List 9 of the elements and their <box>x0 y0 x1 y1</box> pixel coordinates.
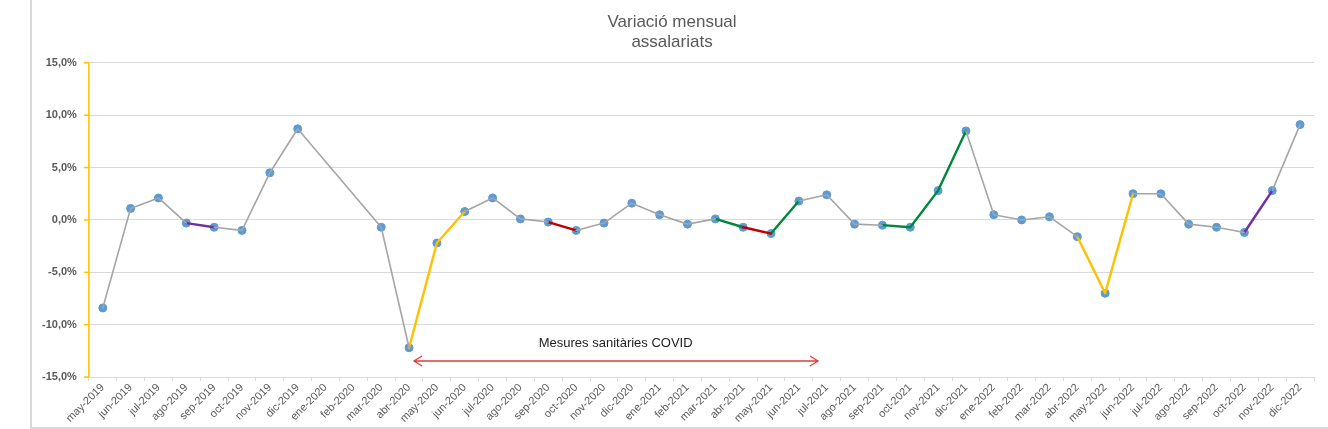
y-tick-label: 5,0% <box>51 160 78 173</box>
chart-title: Variació mensual assalariats <box>607 11 737 52</box>
annotation: Mesures sanitàries COVID <box>538 334 693 350</box>
y-tick-label: -5,0% <box>48 265 78 278</box>
y-tick-label: 15,0% <box>45 55 78 68</box>
y-tick-label: -10,0% <box>41 317 78 330</box>
y-tick-label: 10,0% <box>45 108 78 121</box>
y-tick-label: 0,0% <box>51 212 78 225</box>
y-tick-label: -15,0% <box>41 370 78 383</box>
